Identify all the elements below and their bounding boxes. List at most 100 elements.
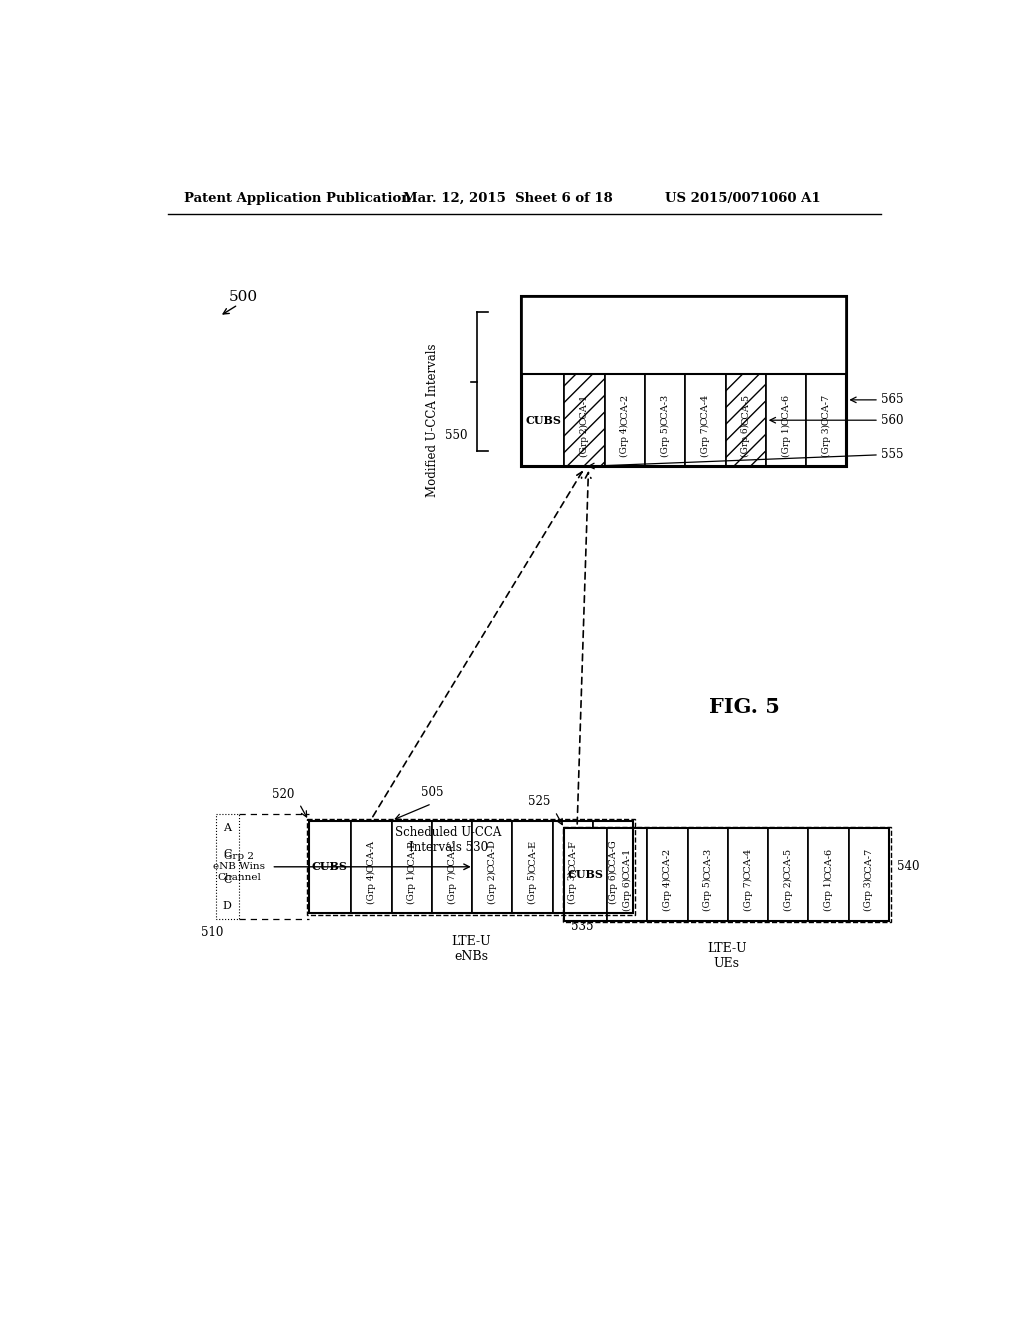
Text: D: D: [223, 902, 231, 911]
Text: C: C: [223, 849, 231, 859]
Text: (Grp 4): (Grp 4): [621, 424, 630, 457]
Text: CCA-6: CCA-6: [781, 393, 791, 425]
Text: 500: 500: [228, 290, 258, 304]
Bar: [849, 829, 889, 921]
Bar: [553, 821, 593, 913]
Text: CCA-E: CCA-E: [528, 840, 537, 871]
Text: 505: 505: [421, 785, 443, 799]
Bar: [604, 374, 645, 466]
Text: CCA-C: CCA-C: [447, 840, 457, 873]
Bar: [432, 821, 472, 913]
Text: 515: 515: [643, 911, 665, 924]
Text: (Grp 2): (Grp 2): [580, 424, 589, 457]
Text: (Grp 2): (Grp 2): [783, 878, 793, 911]
Text: Grp 2
eNB Wins
Channel: Grp 2 eNB Wins Channel: [213, 851, 265, 882]
Text: CCA-1: CCA-1: [580, 393, 589, 425]
Text: 550: 550: [444, 429, 467, 442]
Bar: [521, 296, 847, 467]
Text: (Grp 4): (Grp 4): [663, 878, 672, 911]
Text: C: C: [223, 875, 231, 884]
Text: (Grp 1): (Grp 1): [781, 424, 791, 457]
Text: (Grp 3): (Grp 3): [568, 871, 578, 904]
Text: 525: 525: [528, 795, 550, 808]
Text: CCA-2: CCA-2: [663, 847, 672, 879]
Text: CCA-2: CCA-2: [621, 393, 630, 425]
Bar: [809, 829, 849, 921]
Bar: [647, 829, 687, 921]
Text: CCA-4: CCA-4: [700, 393, 710, 425]
Bar: [351, 821, 391, 913]
Bar: [308, 821, 633, 913]
Text: (Grp 5): (Grp 5): [703, 878, 713, 911]
Text: (Grp 1): (Grp 1): [408, 871, 416, 904]
Text: CCA-A: CCA-A: [367, 840, 376, 871]
Bar: [563, 826, 891, 923]
Bar: [521, 374, 564, 466]
Text: 555: 555: [882, 449, 904, 462]
Text: 535: 535: [570, 920, 593, 933]
Text: CCA-5: CCA-5: [741, 393, 751, 425]
Text: CCA-3: CCA-3: [703, 847, 713, 879]
Bar: [512, 821, 553, 913]
Bar: [645, 374, 685, 466]
Text: CCA-B: CCA-B: [408, 840, 416, 871]
Text: CCA-7: CCA-7: [822, 393, 830, 425]
Text: A: A: [223, 822, 231, 833]
Text: (Grp 7): (Grp 7): [743, 878, 753, 911]
Text: Scheduled U-CCA
Intervals 530: Scheduled U-CCA Intervals 530: [395, 826, 502, 854]
Text: (Grp 6): (Grp 6): [741, 424, 751, 457]
Text: CUBS: CUBS: [525, 414, 561, 425]
Text: (Grp 5): (Grp 5): [528, 870, 538, 904]
Text: CCA-F: CCA-F: [568, 840, 578, 871]
Text: CUBS: CUBS: [567, 869, 603, 880]
Text: CCA-3: CCA-3: [660, 393, 670, 425]
Text: CCA-7: CCA-7: [864, 847, 873, 879]
Text: (Grp 5): (Grp 5): [660, 424, 670, 457]
Text: 540: 540: [897, 861, 920, 874]
Text: 510: 510: [201, 927, 223, 939]
Text: CCA-6: CCA-6: [824, 847, 834, 879]
Text: (Grp 2): (Grp 2): [487, 871, 497, 904]
Bar: [564, 374, 604, 466]
Bar: [308, 821, 351, 913]
Bar: [216, 814, 239, 919]
Text: 565: 565: [882, 393, 904, 407]
Text: (Grp 6): (Grp 6): [608, 871, 617, 904]
Text: (Grp 7): (Grp 7): [447, 871, 457, 904]
Text: CCA-5: CCA-5: [783, 847, 793, 879]
Text: Patent Application Publication: Patent Application Publication: [183, 191, 411, 205]
Text: Modified U-CCA Intervals: Modified U-CCA Intervals: [426, 343, 439, 496]
Bar: [687, 829, 728, 921]
Text: CUBS: CUBS: [312, 861, 348, 873]
Bar: [593, 821, 633, 913]
Text: (Grp 6): (Grp 6): [623, 878, 632, 911]
Bar: [806, 374, 847, 466]
Text: CCA-1: CCA-1: [623, 847, 632, 879]
Bar: [607, 829, 647, 921]
Bar: [564, 829, 607, 921]
Bar: [728, 829, 768, 921]
Bar: [726, 374, 766, 466]
Text: CCA-4: CCA-4: [743, 847, 753, 879]
Text: (Grp 3): (Grp 3): [864, 878, 873, 911]
Text: CCA-D: CCA-D: [487, 840, 497, 873]
Bar: [685, 374, 726, 466]
Bar: [391, 821, 432, 913]
Text: 560: 560: [882, 413, 904, 426]
Text: LTE-U
UEs: LTE-U UEs: [707, 942, 746, 970]
Bar: [521, 297, 847, 374]
Text: (Grp 4): (Grp 4): [367, 871, 376, 904]
Bar: [521, 374, 847, 466]
Bar: [307, 818, 635, 915]
Text: US 2015/0071060 A1: US 2015/0071060 A1: [665, 191, 820, 205]
Bar: [472, 821, 512, 913]
Text: CCA-G: CCA-G: [608, 840, 617, 873]
Text: (Grp 7): (Grp 7): [700, 424, 710, 457]
Text: (Grp 3): (Grp 3): [821, 424, 830, 457]
Bar: [564, 829, 889, 921]
Bar: [768, 829, 809, 921]
Text: Mar. 12, 2015  Sheet 6 of 18: Mar. 12, 2015 Sheet 6 of 18: [403, 191, 613, 205]
Text: FIG. 5: FIG. 5: [710, 697, 780, 717]
Text: 520: 520: [272, 788, 295, 800]
Text: (Grp 1): (Grp 1): [824, 878, 834, 911]
